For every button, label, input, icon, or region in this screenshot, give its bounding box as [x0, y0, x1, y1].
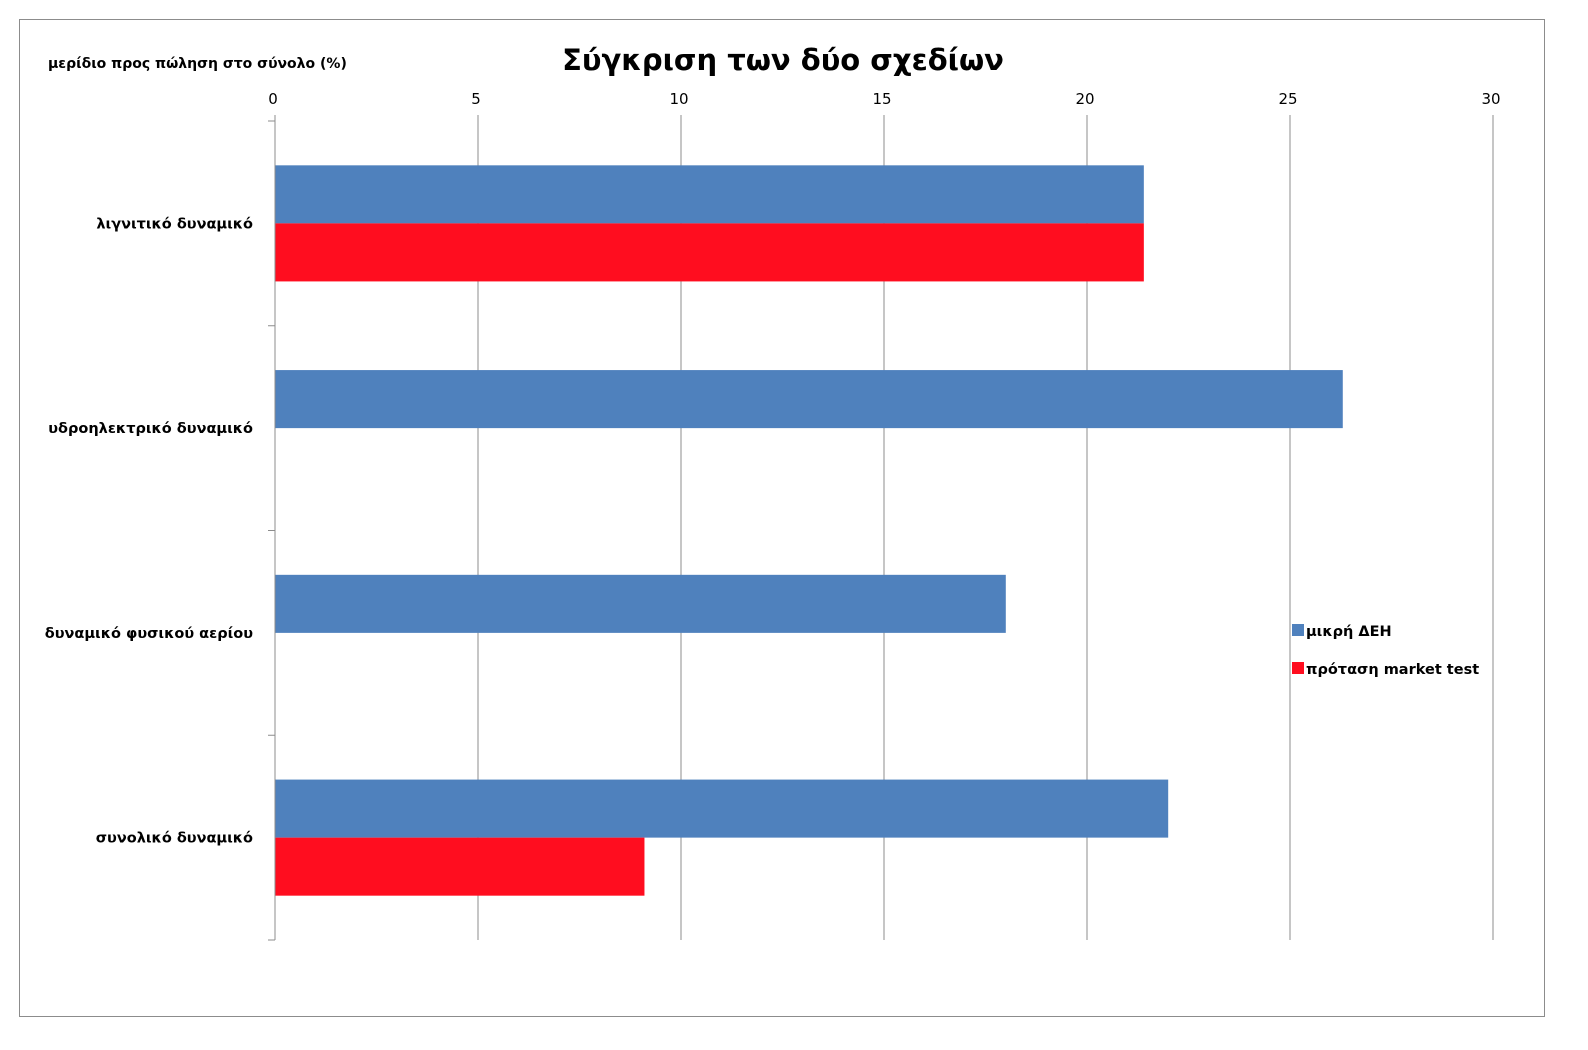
legend-label-1: μικρή ΔΕΗ	[1306, 624, 1392, 640]
axes-group: 0 5 10 15 20 25 30 λιγνιτικό δυναμικό υδροηλεκτρ…	[45, 90, 1501, 941]
bars-group	[275, 165, 1343, 896]
x-tick-label-5: 5	[471, 90, 481, 108]
bar-series2-cat4	[275, 837, 645, 896]
x-tick-label-10: 10	[669, 90, 688, 108]
unit-label: μερίδιο προς πώληση στο σύνολο (%)	[48, 56, 347, 72]
bar-series1-cat1	[275, 165, 1144, 224]
bar-series2-cat1	[275, 223, 1144, 282]
x-tick-label-20: 20	[1075, 90, 1094, 108]
x-tick-label-30: 30	[1481, 90, 1500, 108]
category-label: συνολικό δυναμικό	[96, 831, 253, 847]
category-label: λιγνιτικό δυναμικό	[96, 216, 253, 232]
chart-title: Σύγκριση των δύο σχεδίων	[562, 43, 1004, 77]
legend: μικρή ΔΕΗ πρόταση market test	[1292, 624, 1479, 678]
x-tick-label-0: 0	[268, 90, 278, 108]
legend-swatch-1	[1292, 624, 1304, 636]
bar-series1-cat3	[275, 574, 1006, 633]
bar-series1-cat2	[275, 370, 1343, 429]
x-tick-label-15: 15	[872, 90, 891, 108]
legend-swatch-2	[1292, 662, 1304, 674]
category-label: υδροηλεκτρικό δυναμικό	[48, 421, 253, 437]
legend-label-2: πρόταση market test	[1306, 662, 1479, 678]
category-label: δυναμικό φυσικού αερίου	[45, 626, 253, 642]
bar-series1-cat4	[275, 779, 1169, 838]
x-tick-label-25: 25	[1278, 90, 1297, 108]
